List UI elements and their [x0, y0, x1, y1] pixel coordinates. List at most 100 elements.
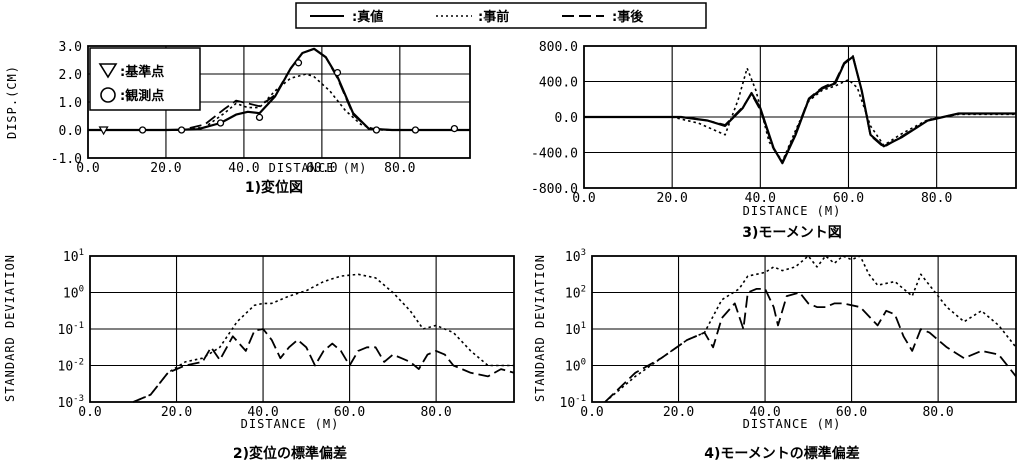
y-tick-label: 102 — [565, 285, 586, 302]
x-tick-label: 60.0 — [306, 161, 337, 176]
y-tick-labels: 10-1 100 101 102 103 — [560, 248, 587, 411]
y-tick-label: 103 — [565, 248, 586, 265]
x-tick-label: 60.0 — [334, 405, 365, 420]
grid — [592, 256, 1016, 402]
series-lines — [88, 47, 470, 132]
legend-label-posterior: :事後 — [612, 9, 644, 25]
triangle-icon — [98, 63, 118, 79]
x-axis-title: DISTANCE (M) — [241, 417, 340, 431]
y-tick-labels: 10-3 10-2 10-1 100 101 — [58, 248, 85, 411]
series-line-solid — [584, 55, 1016, 165]
chart-moment: 0.0 20.0 40.0 60.0 80.0 -800.0 -400.0 0.0 400.0… — [531, 40, 1017, 241]
y-tick-labels: -800.0 -400.0 0.0 400.0 800.0 — [531, 40, 578, 197]
series-lines — [132, 273, 515, 403]
series-line-dashed — [88, 47, 470, 131]
x-tick-labels: 0.0 20.0 40.0 60.0 80.0 — [572, 191, 952, 206]
series-line-dashed — [604, 287, 1017, 403]
y-tick-label: 0.0 — [555, 111, 578, 126]
x-tick-labels: 0.0 20.0 40.0 60.0 80.0 — [78, 405, 452, 420]
x-axis-title: DISTANCE (M) — [743, 204, 842, 218]
figure-legend: :真値 :事前 :事後 — [295, 2, 707, 29]
panel-caption: 2)変位の標準偏差 — [233, 445, 347, 462]
legend-label-true: :真値 — [352, 9, 383, 25]
x-tick-label: 40.0 — [745, 191, 776, 206]
x-axis-title: DISTANCE (M) — [269, 161, 368, 175]
observation-marker — [333, 68, 342, 77]
series-line-dashed — [132, 328, 515, 403]
x-tick-label: 40.0 — [228, 161, 259, 176]
observation-marker — [138, 126, 147, 134]
series-lines — [604, 255, 1017, 403]
x-tick-label: 0.0 — [580, 405, 603, 420]
x-tick-label: 60.0 — [833, 191, 864, 206]
y-tick-label: -800.0 — [531, 182, 578, 197]
series-line-dotted — [584, 67, 1016, 163]
inset-legend: :基準点 :観測点 — [89, 47, 201, 111]
markers — [98, 59, 459, 136]
x-tick-label: 0.0 — [76, 161, 99, 176]
grid — [90, 256, 514, 402]
series-lines — [584, 54, 1016, 165]
x-tick-label: 80.0 — [384, 161, 415, 176]
y-tick-label: 100 — [63, 285, 84, 302]
reference-marker — [98, 126, 109, 136]
panel-caption: 3)モーメント図 — [742, 225, 842, 241]
y-tick-label: 400.0 — [539, 76, 578, 91]
chart-moment-stddev: 0.0 20.0 40.0 60.0 80.0 10-1 100 101 102 103 DIS… — [533, 248, 1017, 462]
circle-icon — [100, 87, 116, 103]
observation-marker — [372, 126, 381, 134]
y-tick-label: 10-3 — [58, 394, 85, 411]
legend-box — [295, 2, 707, 29]
y-axis-title: STANDARD DEVIATION — [533, 254, 547, 402]
x-tick-label: 80.0 — [921, 191, 952, 206]
x-tick-label: 20.0 — [657, 191, 688, 206]
observation-marker — [294, 59, 303, 67]
y-tick-labels: -1.0 0.0 1.0 2.0 3.0 — [51, 40, 82, 167]
x-tick-label: 60.0 — [836, 405, 867, 420]
inset-legend-label-reference: :基準点 — [120, 64, 164, 80]
y-tick-label: 10-1 — [560, 394, 587, 411]
x-tick-label: 80.0 — [922, 405, 953, 420]
observation-marker — [216, 119, 225, 127]
inset-legend-box — [89, 47, 201, 111]
series-line-dotted — [88, 73, 470, 131]
y-tick-label: 1.0 — [59, 96, 82, 111]
x-tick-label: 20.0 — [150, 161, 181, 176]
x-tick-label: 80.0 — [420, 405, 451, 420]
x-tick-label: 20.0 — [663, 405, 694, 420]
x-tick-label: 20.0 — [161, 405, 192, 420]
y-tick-label: -1.0 — [51, 152, 82, 167]
y-axis-title: STANDARD DEVIATION — [3, 254, 17, 402]
y-tick-label: 10-1 — [58, 321, 85, 338]
x-tick-label: 40.0 — [247, 405, 278, 420]
series-line-dashed — [584, 54, 1016, 164]
x-tick-label: 0.0 — [78, 405, 101, 420]
series-line-dotted — [132, 273, 514, 403]
x-axis-title: DISTANCE (M) — [743, 417, 842, 431]
y-tick-label: 800.0 — [539, 40, 578, 55]
y-axis-title: DISP.(CM) — [5, 65, 19, 139]
panel-caption: 1)変位図 — [245, 179, 303, 196]
y-tick-label: 10-2 — [58, 358, 85, 375]
observation-marker — [177, 126, 186, 134]
inset-legend-label-observation: :観測点 — [120, 88, 164, 104]
x-tick-label: 40.0 — [749, 405, 780, 420]
y-tick-label: 0.0 — [59, 124, 82, 139]
y-tick-label: 100 — [565, 358, 586, 375]
x-tick-label: 0.0 — [572, 191, 595, 206]
observation-marker — [450, 124, 459, 133]
x-tick-labels: 0.0 20.0 40.0 60.0 80.0 — [76, 161, 415, 176]
y-tick-label: 3.0 — [59, 40, 82, 55]
observation-marker — [411, 126, 420, 134]
y-tick-label: 101 — [565, 321, 586, 338]
x-tick-labels: 0.0 20.0 40.0 60.0 80.0 — [580, 405, 954, 420]
chart-displacement: 0.0 20.0 40.0 60.0 80.0 -1.00.01.02.03.0 DIS… — [5, 40, 471, 196]
observation-marker — [255, 113, 264, 122]
y-tick-label: -400.0 — [531, 147, 578, 162]
chart-displacement-stddev: 0.0 20.0 40.0 60.0 80.0 10-3 10-2 10-1 100 101 D… — [3, 248, 515, 462]
y-tick-label: 2.0 — [59, 68, 82, 83]
y-tick-label: 101 — [63, 248, 84, 265]
panel-caption: 4)モーメントの標準偏差 — [704, 445, 860, 462]
legend-label-prior: :事前 — [478, 9, 509, 25]
